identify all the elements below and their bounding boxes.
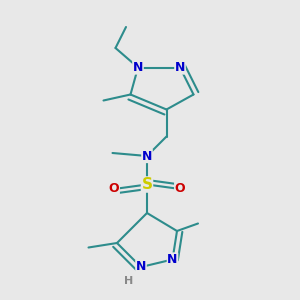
Text: N: N <box>136 260 146 274</box>
Text: N: N <box>175 61 185 74</box>
Text: S: S <box>142 177 152 192</box>
Text: H: H <box>124 275 134 286</box>
Text: N: N <box>142 149 152 163</box>
Text: O: O <box>109 182 119 196</box>
Text: N: N <box>133 61 143 74</box>
Text: O: O <box>175 182 185 196</box>
Text: N: N <box>167 253 178 266</box>
